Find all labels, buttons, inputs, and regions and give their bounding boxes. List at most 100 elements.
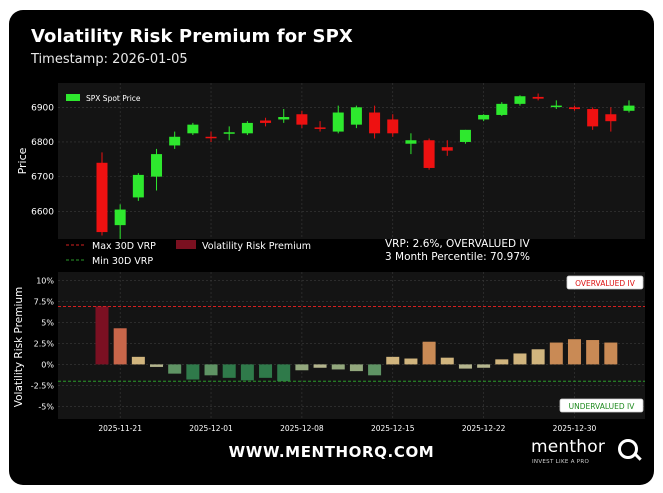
- price-legend-swatch: [66, 94, 80, 101]
- legend-vrp-swatch: [176, 240, 196, 249]
- candle-body: [151, 154, 163, 177]
- vrp-bar: [186, 364, 200, 380]
- chart-canvas: 6600 6700 6800 6900 SPX Spot Price Price Ma…: [13, 83, 645, 433]
- vrp-bar: [331, 364, 345, 370]
- vrp-y-tick-label: 0%: [41, 360, 54, 369]
- vrp-bar: [349, 364, 363, 372]
- candle-body: [96, 162, 108, 233]
- candle: [169, 131, 181, 149]
- candle: [387, 114, 399, 137]
- brand-name: menthor: [531, 437, 606, 457]
- candle: [623, 100, 635, 113]
- overvalued-box: OVERVALUED IV: [566, 275, 644, 290]
- vrp-y-label: Volatility Risk Premium: [13, 287, 25, 408]
- candle-body: [496, 103, 508, 115]
- legend-vrp-label: Volatility Risk Premium: [202, 241, 311, 252]
- undervalued-box: UNDERVALUED IV: [559, 398, 644, 413]
- candle-body: [605, 114, 617, 122]
- vrp-y-axis: -5% -2.5% 0% 2.5% 5% 7.5% 10%: [31, 276, 55, 411]
- vrp-y-tick-label: 10%: [36, 276, 54, 285]
- candle-body: [532, 96, 544, 99]
- vrp-bar: [168, 364, 182, 374]
- candle-body: [423, 140, 435, 168]
- vrp-bar: [222, 364, 236, 378]
- legend-min-label: Min 30D VRP: [92, 256, 153, 267]
- vrp-bar: [113, 328, 127, 365]
- price-legend: SPX Spot Price: [66, 94, 141, 103]
- candle-body: [568, 107, 580, 110]
- candle: [296, 110, 308, 129]
- candle: [151, 148, 163, 191]
- candle: [114, 204, 126, 239]
- price-legend-label: SPX Spot Price: [86, 94, 141, 103]
- candle-body: [314, 127, 326, 129]
- vrp-bar: [549, 342, 563, 365]
- vrp-y-tick-label: 5%: [41, 318, 54, 327]
- candle: [332, 105, 344, 134]
- vrp-bar: [313, 364, 327, 368]
- vrp-bar: [404, 358, 418, 365]
- candle: [568, 105, 580, 111]
- footer-url[interactable]: WWW.MENTHORQ.COM: [228, 443, 435, 461]
- candle-body: [350, 107, 362, 125]
- chart-card: Volatility Risk Premium for SPX Timestam…: [9, 10, 654, 485]
- candle-body: [478, 114, 490, 120]
- candle: [514, 95, 526, 106]
- candle: [241, 121, 253, 136]
- candle: [96, 152, 108, 236]
- candle: [260, 117, 272, 127]
- vrp-x-axis: 2025-11-21 2025-12-01 2025-12-08 2025-12-15…: [98, 424, 596, 433]
- candle: [223, 126, 235, 141]
- vrp-bar: [150, 364, 164, 367]
- candle: [205, 131, 217, 142]
- undervalued-box-bg: [559, 398, 644, 413]
- candle: [369, 105, 381, 139]
- candle: [405, 133, 417, 155]
- vrp-bar: [567, 339, 581, 365]
- price-y-tick-label: 6800: [31, 138, 54, 148]
- candle: [605, 107, 617, 132]
- undervalued-label: UNDERVALUED IV: [569, 402, 636, 411]
- vrp-y-tick-label: 2.5%: [34, 339, 55, 348]
- vrp-bar: [95, 306, 109, 365]
- brand-logo: menthor INVEST LIKE A PRO: [531, 437, 641, 469]
- candle-body: [205, 136, 217, 139]
- vrp-bar: [513, 353, 527, 365]
- price-y-label: Price: [16, 147, 29, 174]
- vrp-panel: [58, 272, 645, 419]
- candle-body: [332, 112, 344, 132]
- vrp-x-tick-label: 2025-11-21: [98, 424, 142, 433]
- chart-timestamp: Timestamp: 2026-01-05: [31, 52, 188, 67]
- candle-body: [405, 140, 417, 144]
- candle-body: [514, 96, 526, 104]
- vrp-bar: [477, 364, 491, 368]
- candle-body: [296, 114, 308, 125]
- vrp-bar: [440, 357, 454, 365]
- candle: [532, 93, 544, 101]
- candle: [550, 100, 562, 110]
- vrp-bar: [386, 356, 400, 365]
- vrp-x-tick-label: 2025-12-08: [280, 424, 324, 433]
- overvalued-label: OVERVALUED IV: [575, 279, 636, 288]
- vrp-bar: [295, 364, 309, 371]
- candle: [441, 140, 453, 156]
- vrp-bar: [259, 364, 273, 378]
- candle: [496, 102, 508, 116]
- candle: [278, 109, 290, 123]
- candle-body: [260, 120, 272, 123]
- candle-body: [387, 119, 399, 134]
- vrp-y-tick-label: -2.5%: [31, 381, 55, 390]
- vrp-bar-series: [95, 306, 618, 382]
- vrp-legend: Max 30D VRP Min 30D VRP Volatility Risk …: [66, 240, 311, 267]
- vrp-bar: [204, 364, 218, 376]
- price-y-tick-label: 6900: [31, 103, 54, 113]
- vrp-bar: [240, 364, 254, 381]
- vrp-bar: [495, 359, 509, 365]
- vrp-y-tick-label: 7.5%: [34, 297, 55, 306]
- candle-body: [278, 117, 290, 120]
- candle: [350, 105, 362, 129]
- candle: [132, 173, 144, 201]
- vrp-bar: [586, 340, 600, 365]
- legend-max-label: Max 30D VRP: [92, 241, 156, 252]
- price-y-axis: 6600 6700 6800 6900: [31, 103, 54, 217]
